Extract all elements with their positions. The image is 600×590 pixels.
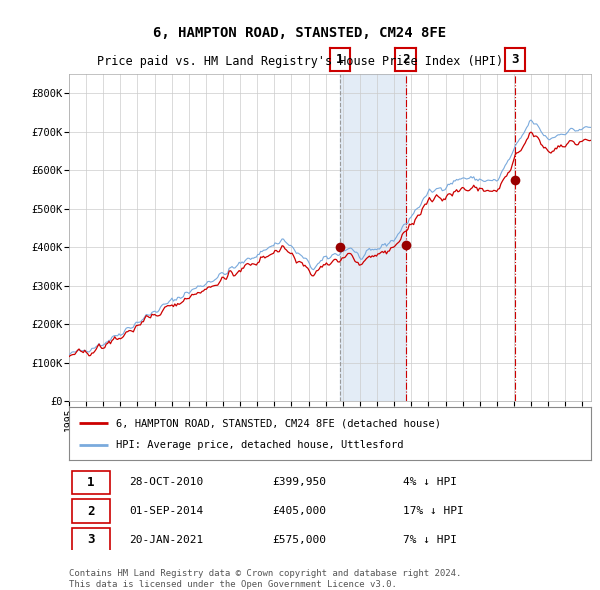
- Text: 1: 1: [336, 53, 344, 66]
- Text: 01-SEP-2014: 01-SEP-2014: [129, 506, 203, 516]
- Text: 17% ↓ HPI: 17% ↓ HPI: [403, 506, 464, 516]
- Text: £405,000: £405,000: [272, 506, 326, 516]
- Text: Price paid vs. HM Land Registry's House Price Index (HPI): Price paid vs. HM Land Registry's House …: [97, 55, 503, 68]
- FancyBboxPatch shape: [71, 528, 110, 552]
- Text: Contains HM Land Registry data © Crown copyright and database right 2024.
This d: Contains HM Land Registry data © Crown c…: [69, 569, 461, 589]
- Text: 1: 1: [87, 476, 94, 489]
- Text: 3: 3: [87, 533, 94, 546]
- Text: £575,000: £575,000: [272, 535, 326, 545]
- Text: HPI: Average price, detached house, Uttlesford: HPI: Average price, detached house, Uttl…: [116, 440, 403, 450]
- Text: 6, HAMPTON ROAD, STANSTED, CM24 8FE: 6, HAMPTON ROAD, STANSTED, CM24 8FE: [154, 25, 446, 40]
- FancyBboxPatch shape: [71, 471, 110, 494]
- Text: 3: 3: [511, 53, 518, 66]
- FancyBboxPatch shape: [71, 499, 110, 523]
- Text: 4% ↓ HPI: 4% ↓ HPI: [403, 477, 457, 487]
- Text: £399,950: £399,950: [272, 477, 326, 487]
- Text: 28-OCT-2010: 28-OCT-2010: [129, 477, 203, 487]
- Text: 7% ↓ HPI: 7% ↓ HPI: [403, 535, 457, 545]
- Text: 6, HAMPTON ROAD, STANSTED, CM24 8FE (detached house): 6, HAMPTON ROAD, STANSTED, CM24 8FE (det…: [116, 418, 441, 428]
- Text: 2: 2: [402, 53, 409, 66]
- Text: 20-JAN-2021: 20-JAN-2021: [129, 535, 203, 545]
- Bar: [340, 74, 406, 401]
- Text: 2: 2: [87, 504, 94, 517]
